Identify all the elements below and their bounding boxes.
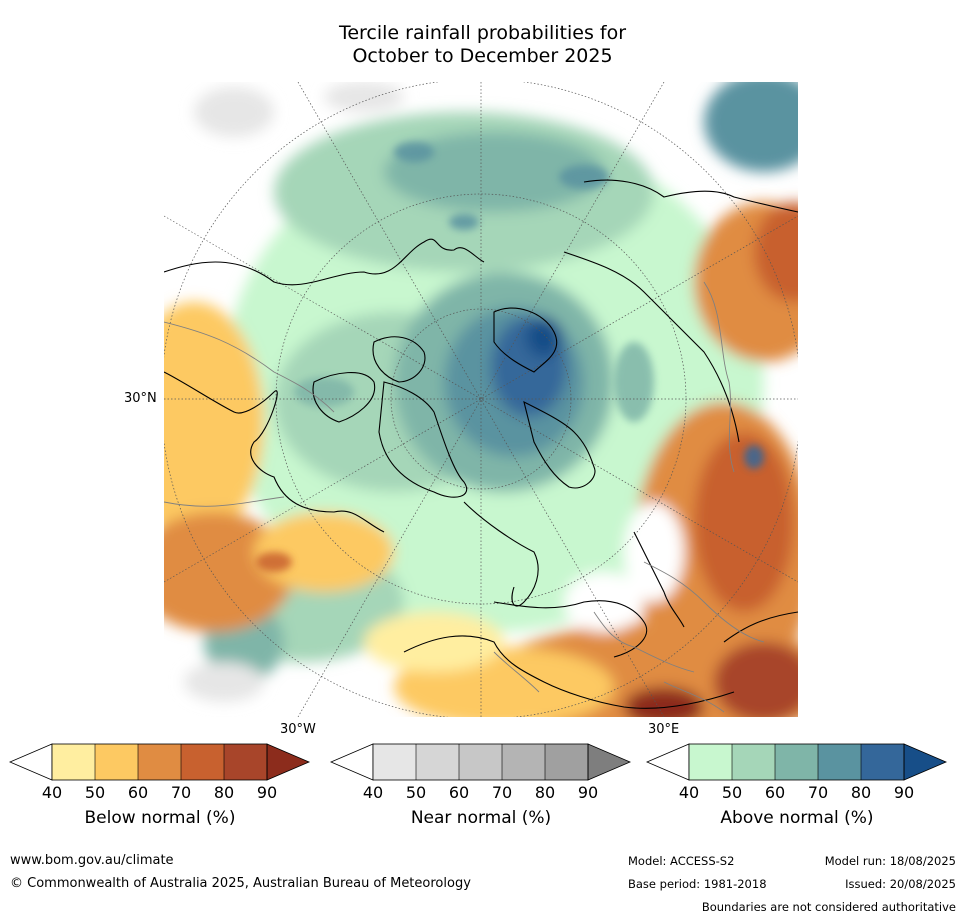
tick-label: 90	[577, 783, 599, 802]
polar-map	[164, 82, 798, 717]
label-30w: 30°W	[280, 722, 316, 737]
swatch-below-1	[52, 744, 95, 780]
swatch-above-2	[732, 744, 775, 780]
tick-label: 40	[362, 783, 384, 802]
tick-label: 60	[448, 783, 470, 802]
label-30e: 30°E	[648, 722, 680, 737]
swatch-below-2	[95, 744, 138, 780]
label-30n: 30°N	[124, 391, 157, 406]
tick-label: 90	[893, 783, 915, 802]
swatch-below-0	[8, 743, 53, 781]
colorbar-near	[329, 743, 632, 781]
base-period: Base period: 1981-2018	[628, 877, 767, 891]
map-canvas	[164, 82, 798, 717]
probability-detail	[256, 142, 764, 572]
tick-label: 40	[678, 783, 700, 802]
swatch-near-0	[329, 743, 374, 781]
swatch-below-3	[138, 744, 181, 780]
swatch-below-5	[224, 744, 267, 780]
swatch-above-5	[861, 744, 904, 780]
boundary-disclaimer: Boundaries are not considered authoritat…	[701, 900, 956, 914]
colorbar-above	[645, 743, 948, 781]
tick-label: 70	[491, 783, 513, 802]
swatch-above-6	[903, 743, 948, 781]
colorbar-above-swatches	[645, 743, 948, 781]
tick-label: 50	[721, 783, 743, 802]
tick-label: 80	[213, 783, 235, 802]
swatch-near-6	[587, 743, 632, 781]
colorbar-near-swatches	[329, 743, 632, 781]
tick-label: 80	[850, 783, 872, 802]
copyright-text: © Commonwealth of Australia 2025, Austra…	[10, 876, 471, 891]
swatch-above-1	[689, 744, 732, 780]
tick-label: 50	[405, 783, 427, 802]
model-name: Model: ACCESS-S2	[628, 854, 735, 868]
website-link[interactable]: www.bom.gov.au/climate	[10, 853, 174, 868]
colorbar-above-ticks: 40 50 60 70 80 90	[647, 783, 947, 803]
chart-title: Tercile rainfall probabilities for Octob…	[0, 22, 965, 68]
borders	[164, 281, 765, 713]
tick-label: 60	[127, 783, 149, 802]
swatch-above-4	[818, 744, 861, 780]
graticule	[164, 82, 798, 717]
tick-label: 80	[534, 783, 556, 802]
swatch-near-3	[459, 744, 502, 780]
tick-label: 90	[256, 783, 278, 802]
swatch-near-2	[416, 744, 459, 780]
colorbar-below	[8, 743, 311, 781]
model-run: Model run: 18/08/2025	[824, 854, 956, 868]
swatch-below-4	[181, 744, 224, 780]
colorbar-below-swatches	[8, 743, 311, 781]
coastlines	[164, 179, 798, 709]
swatch-near-1	[373, 744, 416, 780]
tick-label: 70	[170, 783, 192, 802]
colorbar-near-label: Near normal (%)	[410, 808, 552, 828]
swatch-near-4	[502, 744, 545, 780]
swatch-above-3	[775, 744, 818, 780]
tick-label: 70	[807, 783, 829, 802]
issued-date: Issued: 20/08/2025	[845, 877, 956, 891]
tick-label: 50	[84, 783, 106, 802]
title-line-1: Tercile rainfall probabilities for	[338, 22, 627, 44]
title-line-2: October to December 2025	[352, 45, 613, 67]
swatch-below-6	[266, 743, 311, 781]
tick-label: 60	[764, 783, 786, 802]
colorbar-below-label: Below normal (%)	[84, 808, 236, 828]
swatch-near-5	[545, 744, 588, 780]
tick-label: 40	[41, 783, 63, 802]
colorbar-below-ticks: 40 50 60 70 80 90	[10, 783, 310, 803]
colorbar-above-label: Above normal (%)	[720, 808, 874, 828]
colorbar-near-ticks: 40 50 60 70 80 90	[331, 783, 631, 803]
swatch-above-0	[645, 743, 690, 781]
